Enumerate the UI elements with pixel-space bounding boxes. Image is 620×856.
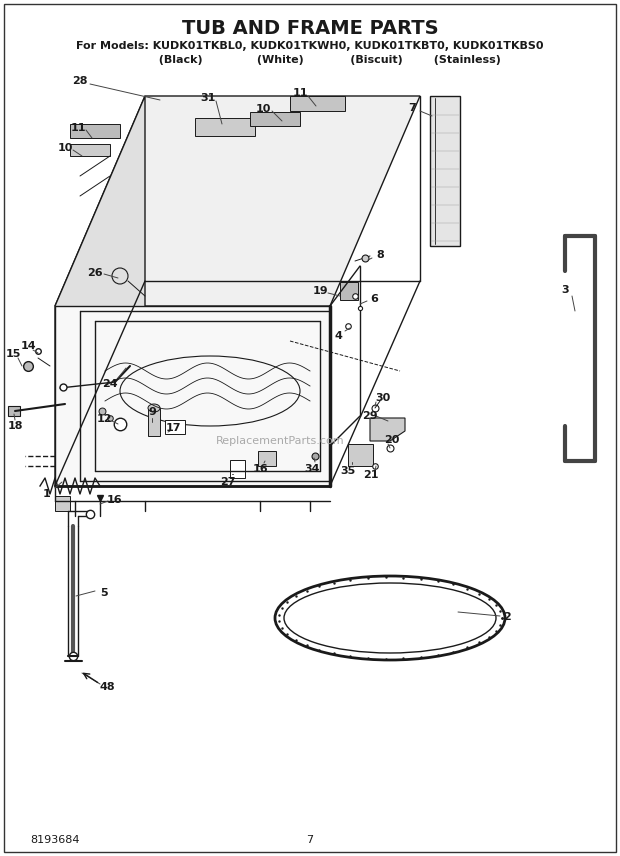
Bar	[290, 96, 345, 111]
Polygon shape	[55, 306, 330, 486]
Text: 31: 31	[200, 93, 216, 103]
Text: 19: 19	[312, 286, 328, 296]
Text: 21: 21	[363, 470, 379, 480]
Bar	[348, 444, 373, 466]
Text: 8193684: 8193684	[30, 835, 79, 845]
Ellipse shape	[148, 404, 160, 412]
Text: 3: 3	[561, 285, 569, 295]
Polygon shape	[55, 96, 420, 306]
Text: ReplacementParts.com: ReplacementParts.com	[216, 436, 344, 446]
Text: For Models: KUDK01TKBL0, KUDK01TKWH0, KUDK01TKBT0, KUDK01TKBS0: For Models: KUDK01TKBL0, KUDK01TKWH0, KU…	[76, 41, 544, 51]
Text: 28: 28	[73, 76, 88, 86]
Text: 18: 18	[7, 421, 23, 431]
Text: 20: 20	[384, 435, 400, 445]
Text: 29: 29	[362, 411, 378, 421]
Polygon shape	[370, 418, 405, 441]
Bar	[70, 124, 120, 138]
Text: 4: 4	[334, 331, 342, 341]
Text: 6: 6	[370, 294, 378, 304]
Text: 11: 11	[70, 123, 86, 133]
Text: 26: 26	[87, 268, 103, 278]
Text: 1: 1	[43, 489, 51, 499]
Text: 14: 14	[20, 341, 36, 351]
Polygon shape	[55, 496, 70, 511]
Text: 5: 5	[100, 588, 108, 598]
Polygon shape	[430, 96, 460, 246]
Text: 27: 27	[220, 477, 236, 487]
Bar	[230, 460, 245, 478]
Text: 30: 30	[375, 393, 391, 403]
Text: 16: 16	[107, 495, 123, 505]
Text: 7: 7	[306, 835, 314, 845]
Polygon shape	[55, 96, 145, 486]
Text: 48: 48	[99, 682, 115, 692]
Text: 35: 35	[340, 466, 356, 476]
Bar	[165, 420, 185, 434]
Text: 12: 12	[96, 414, 112, 424]
Text: 10: 10	[255, 104, 271, 114]
Text: 8: 8	[376, 250, 384, 260]
Text: 9: 9	[148, 407, 156, 417]
Text: 11: 11	[292, 88, 308, 98]
Text: 7: 7	[408, 103, 416, 113]
Text: 2: 2	[503, 612, 511, 622]
Text: 10: 10	[57, 143, 73, 153]
Text: 17: 17	[166, 423, 181, 433]
Text: 24: 24	[102, 379, 118, 389]
Bar	[250, 112, 300, 126]
Bar	[8, 406, 20, 416]
Text: 16: 16	[252, 464, 268, 474]
Bar	[148, 408, 160, 436]
Bar	[70, 144, 110, 156]
Bar	[258, 451, 276, 466]
Bar	[195, 118, 255, 136]
Text: 15: 15	[6, 349, 20, 359]
Bar	[340, 282, 358, 300]
Text: 34: 34	[304, 464, 320, 474]
Text: TUB AND FRAME PARTS: TUB AND FRAME PARTS	[182, 19, 438, 38]
Text: (Black)              (White)            (Biscuit)        (Stainless): (Black) (White) (Biscuit) (Stainless)	[120, 55, 500, 65]
